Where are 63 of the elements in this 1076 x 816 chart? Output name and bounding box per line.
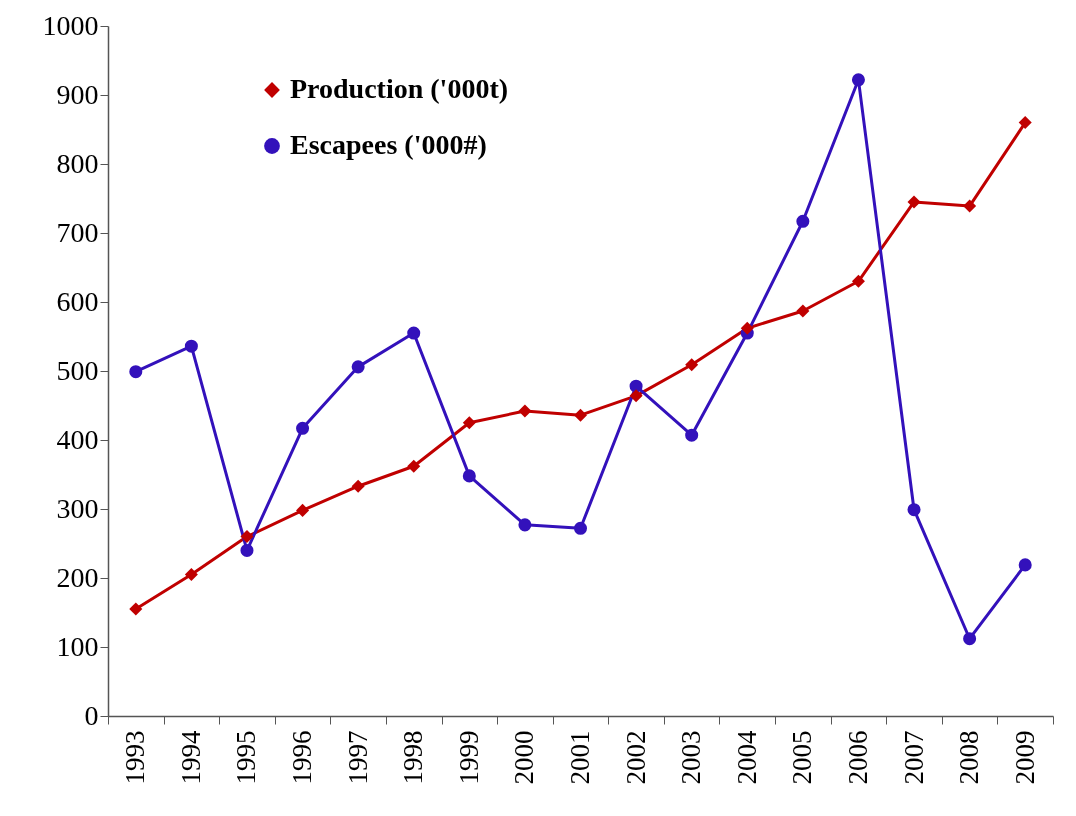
point <box>796 214 810 228</box>
legend-label: Production ('000t) <box>290 73 509 104</box>
y-tick-label: 0 <box>84 699 99 731</box>
point <box>129 602 143 616</box>
y-tick-label: 1000 <box>42 9 99 41</box>
point <box>629 389 643 403</box>
point <box>963 199 977 213</box>
x-tick-label: 1998 <box>398 730 429 785</box>
point <box>629 379 643 393</box>
y-tick-label: 200 <box>56 561 99 593</box>
point <box>351 479 365 493</box>
x-tick-label: 2007 <box>898 730 929 785</box>
point <box>1018 116 1032 130</box>
point <box>907 503 921 517</box>
point <box>907 195 921 209</box>
point <box>240 530 254 544</box>
x-tick-label: 2002 <box>620 730 651 785</box>
point <box>296 503 310 517</box>
point <box>851 274 865 288</box>
point <box>573 408 588 422</box>
y-tick-label: 800 <box>56 147 99 179</box>
y-tick-label: 700 <box>56 216 99 248</box>
point <box>462 416 476 430</box>
x-tick-label: 2004 <box>731 730 762 785</box>
x-tick-label: 2009 <box>1009 730 1040 785</box>
point <box>184 339 198 353</box>
y-tick-label: 600 <box>56 285 99 317</box>
x-tick-label: 1994 <box>175 730 206 785</box>
x-tick-label: 2005 <box>787 730 818 785</box>
x-tick-label: 1997 <box>342 730 373 785</box>
x-tick-label: 2000 <box>509 730 540 785</box>
point <box>851 73 865 87</box>
y-tick-label: 400 <box>56 423 99 455</box>
x-tick-label: 1995 <box>231 730 262 785</box>
x-tick-label: 2001 <box>565 730 595 785</box>
x-tick-label: 2006 <box>842 730 873 785</box>
y-tick-label: 900 <box>56 78 99 110</box>
x-tick-label: 1993 <box>120 730 151 785</box>
point <box>796 304 810 318</box>
point <box>296 421 310 435</box>
x-tick-label: 1996 <box>287 730 318 785</box>
y-tick-label: 500 <box>56 354 99 386</box>
point <box>184 568 198 582</box>
point <box>1018 558 1032 572</box>
point <box>462 469 476 483</box>
point <box>407 459 421 473</box>
point <box>963 632 977 646</box>
y-tick-label: 100 <box>56 630 99 662</box>
x-tick-label: 2003 <box>676 730 707 785</box>
point <box>407 326 421 340</box>
point <box>685 428 699 442</box>
x-tick-label: 2008 <box>954 730 985 785</box>
y-tick-label: 300 <box>56 492 99 524</box>
point <box>351 360 365 374</box>
point <box>518 518 532 532</box>
point <box>240 543 254 557</box>
point <box>685 358 699 372</box>
legend-label: Escapees ('000#) <box>290 129 487 160</box>
x-tick-label: 1999 <box>453 730 484 785</box>
point <box>573 521 588 535</box>
point <box>129 365 143 379</box>
point <box>518 404 532 418</box>
point <box>740 321 754 335</box>
